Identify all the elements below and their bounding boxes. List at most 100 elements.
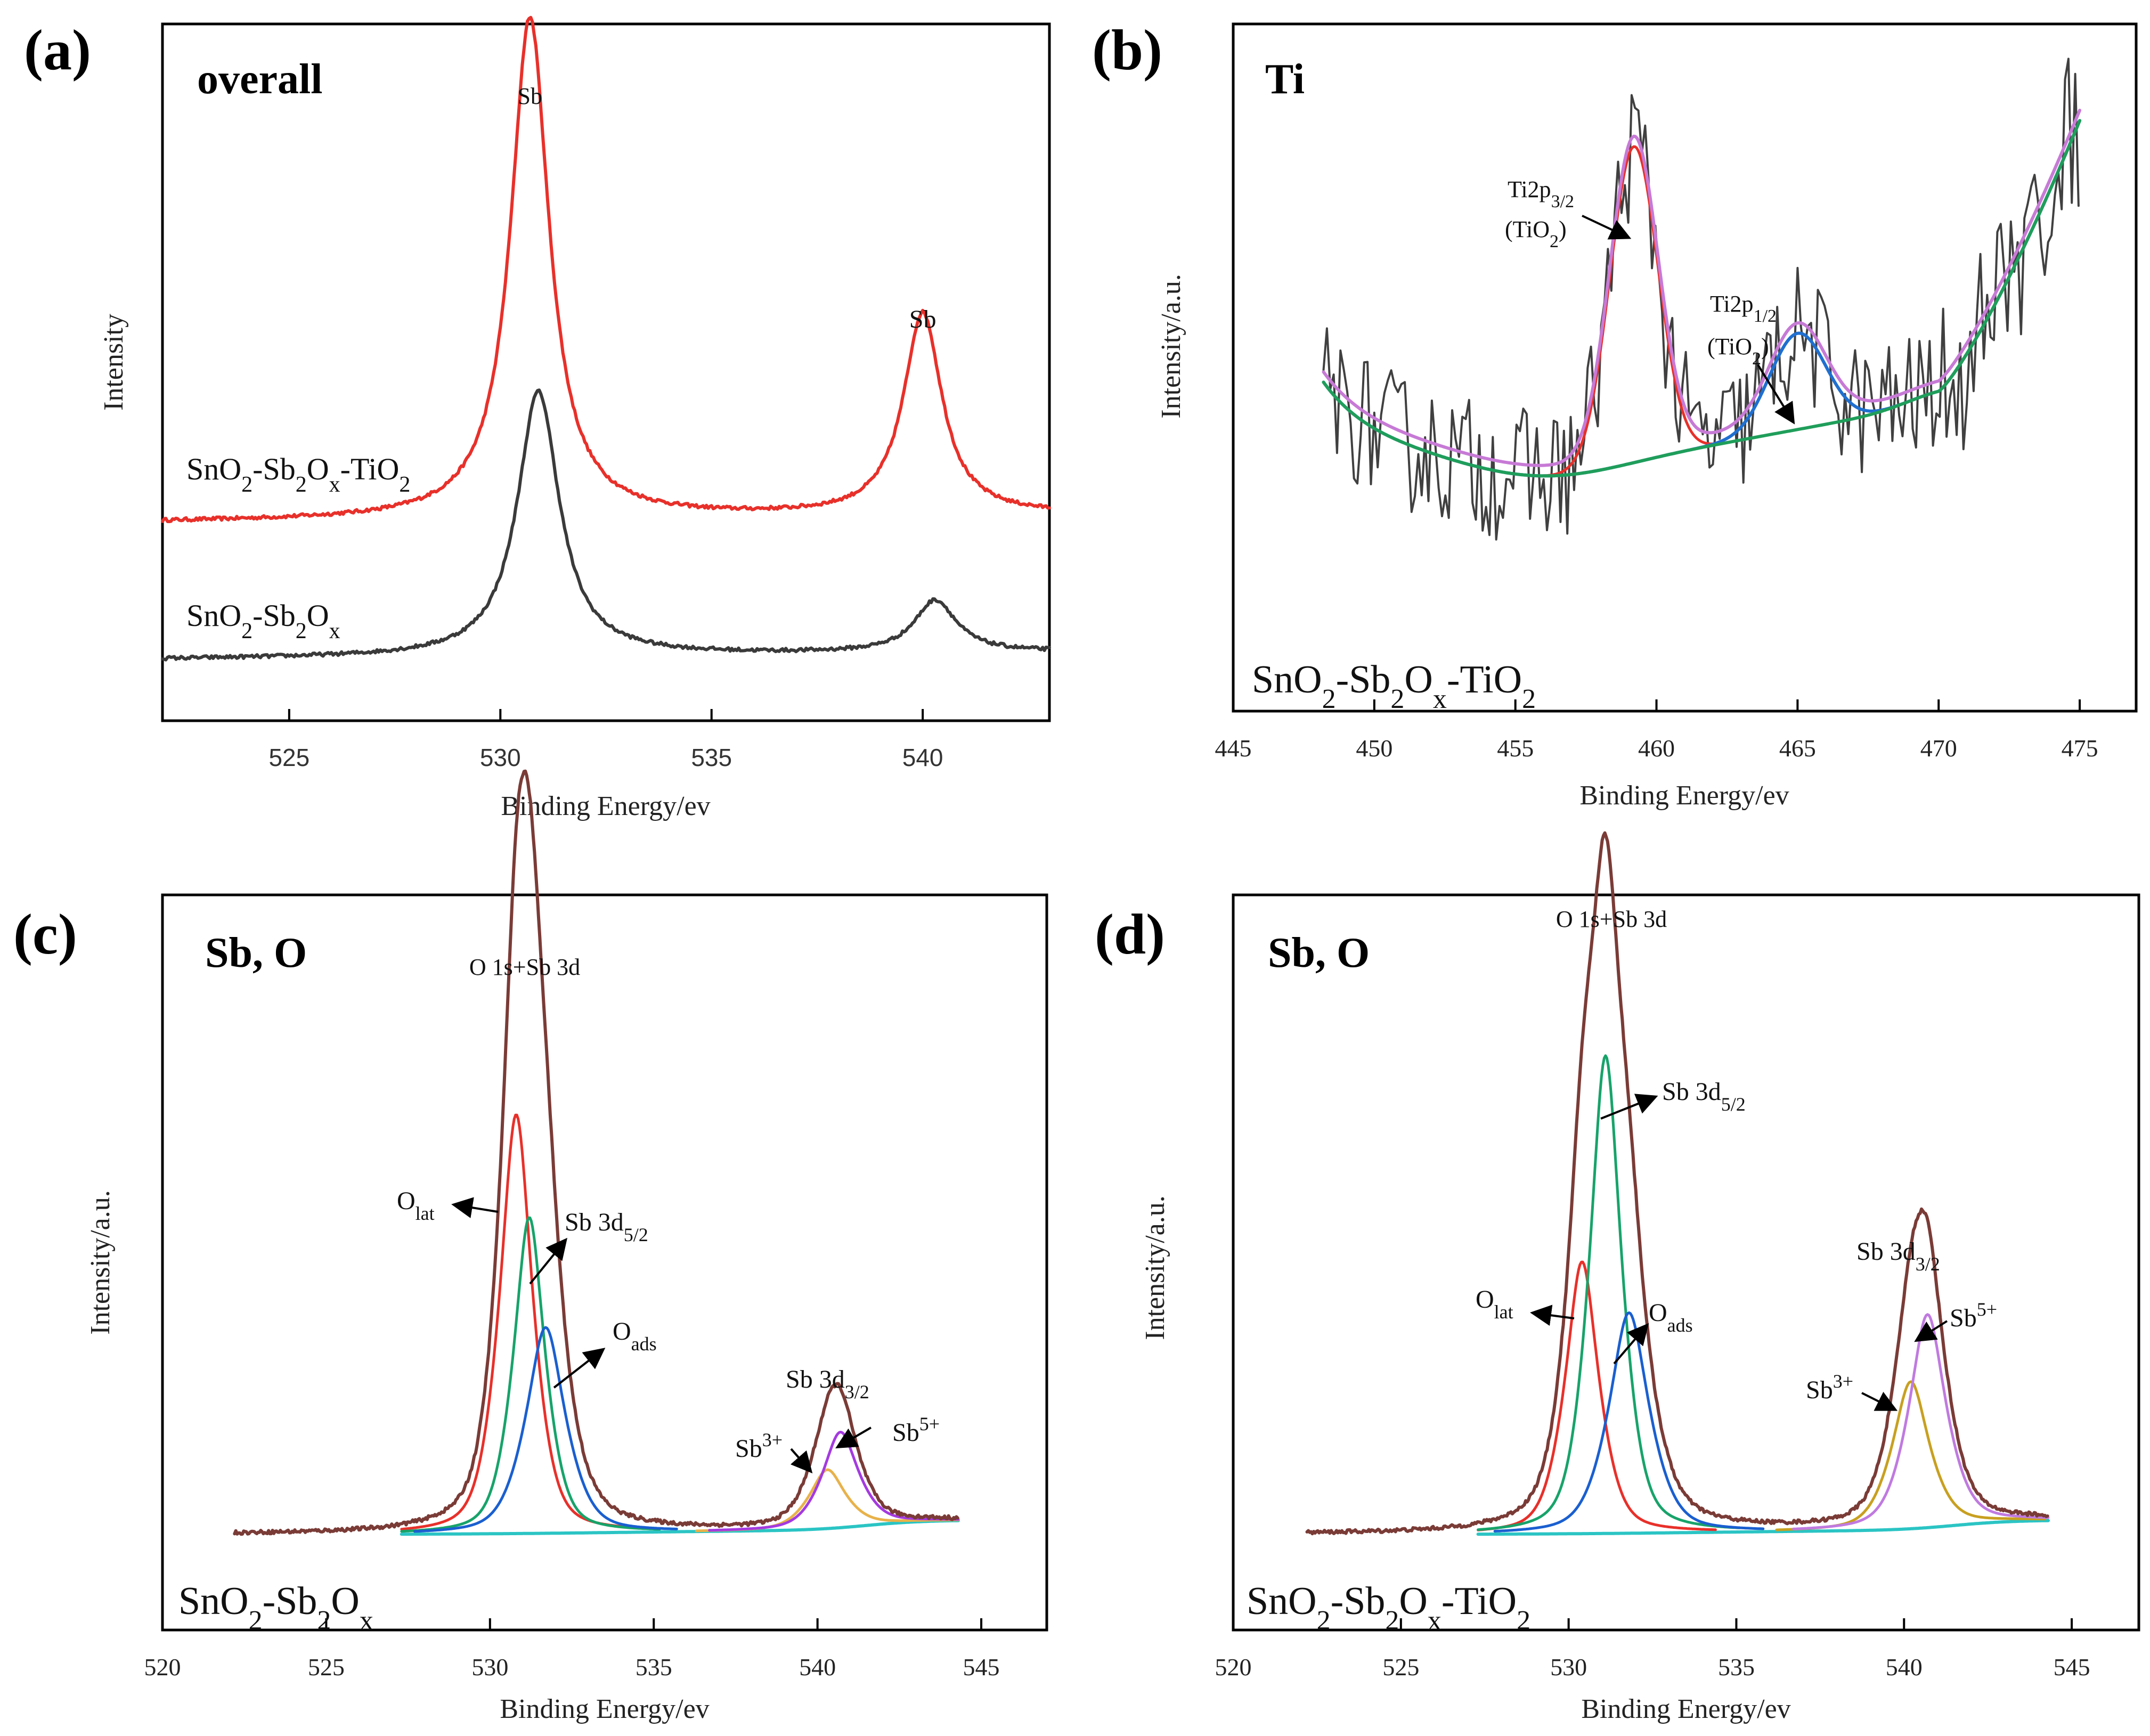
x-tick-label: 540	[799, 1653, 836, 1681]
panel-d-annot-envelope: O 1s+Sb 3d	[1556, 906, 1667, 932]
panel-c-arrow-sb3d52	[529, 1237, 568, 1285]
panel-d-component-sb5-	[1792, 1313, 2050, 1530]
panel-d-sample-label: SnO2-Sb2Ox-TiO2	[1247, 1579, 1530, 1636]
panel-a-tag: (a)	[24, 19, 91, 82]
x-tick-label: 535	[691, 744, 732, 771]
panel-c-arrow-sb3	[790, 1448, 813, 1474]
panel-a-title: overall	[197, 56, 322, 103]
panel-d: (d) Sb, O 520 525 530 535 540 545 Binding Ene…	[1095, 831, 2140, 1724]
panel-d-annot-sb5: Sb5+	[1950, 1299, 1997, 1332]
panel-b-arrow-2	[1757, 364, 1795, 425]
panel-d-annot-olat: Olat	[1476, 1285, 1513, 1323]
panel-d-x-axis: 520 525 530 535 540 545	[1215, 1618, 2090, 1681]
panel-c-component-sb-3d5-2	[400, 1216, 661, 1533]
x-tick-label: 465	[1779, 735, 1816, 762]
panel-a-xlabel: Binding Energy/ev	[501, 791, 710, 821]
panel-d-arrow-sb3d52	[1600, 1094, 1658, 1120]
x-tick-label: 520	[1215, 1653, 1252, 1681]
panel-d-plot-area	[1305, 831, 2050, 1536]
x-tick-label: 540	[902, 744, 943, 771]
panel-c-background	[400, 1519, 960, 1536]
panel-b-arrow-1	[1582, 215, 1632, 240]
panel-c-frame	[161, 893, 1048, 1632]
x-tick-label: 525	[1382, 1653, 1419, 1681]
panel-b-raw-data	[1322, 58, 2080, 541]
x-tick-label: 445	[1215, 735, 1252, 762]
panel-d-annot-sb3d32: Sb 3d3/2	[1856, 1237, 1940, 1275]
panel-d-component-o-ads	[1493, 1311, 1765, 1533]
x-tick-label: 460	[1638, 735, 1675, 762]
panel-d-arrow-oads	[1613, 1323, 1649, 1365]
panel-d-title: Sb, O	[1268, 930, 1370, 976]
panel-d-arrow-olat	[1530, 1305, 1575, 1326]
x-tick-label: 470	[1920, 735, 1957, 762]
panel-c-envelope	[233, 769, 959, 1536]
panel-b-plot-area	[1322, 58, 2082, 541]
panel-d-envelope	[1305, 831, 2049, 1536]
panel-c-arrow-oads	[553, 1348, 606, 1389]
panel-b-envelope	[1322, 109, 2082, 467]
x-tick-label: 530	[480, 744, 521, 771]
x-tick-label: 530	[1550, 1653, 1587, 1681]
panel-b-annot-ti2p12: Ti2p1/2	[1710, 291, 1777, 326]
panel-d-annot-oads: Oads	[1649, 1299, 1693, 1336]
panel-c-arrow-sb5	[835, 1427, 872, 1449]
panel-d-arrow-sb5	[1914, 1320, 1948, 1342]
panel-d-component-o-lat	[1477, 1260, 1717, 1531]
panel-d-ylabel: Intensity/a.u.	[1140, 1195, 1170, 1340]
x-tick-label: 525	[308, 1653, 345, 1681]
panel-a-peak-label-sb-1: Sb	[518, 83, 542, 109]
panel-d-frame	[1232, 893, 2140, 1632]
panel-b: (b) Ti 445 450 455 460 465 470 475 Binding Ene…	[1092, 19, 2138, 811]
panel-a-series-tio2	[161, 15, 1051, 524]
panel-c: (c) Sb, O 520 525 530 535 540 545 Binding Ene…	[13, 769, 1048, 1724]
panel-c-annot-sb5: Sb5+	[892, 1413, 940, 1447]
panel-c-annot-olat: Olat	[397, 1187, 435, 1224]
panel-b-x-axis: 445 450 455 460 465 470 475	[1215, 699, 2098, 762]
panel-c-title: Sb, O	[205, 930, 307, 976]
panel-c-annot-sb3d52: Sb 3d5/2	[565, 1208, 648, 1245]
x-tick-label: 530	[471, 1653, 508, 1681]
panel-d-annot-sb3d52: Sb 3d5/2	[1662, 1078, 1746, 1115]
panel-c-component-o-ads	[413, 1326, 678, 1533]
panel-a-ylabel: Intensity	[99, 314, 129, 411]
panel-b-annot-ti2p32: Ti2p3/2	[1508, 176, 1574, 211]
panel-c-xlabel: Binding Energy/ev	[500, 1694, 709, 1724]
x-tick-label: 520	[144, 1653, 181, 1681]
panel-a: (a) overall 525 530 535 540 Binding Energy/…	[24, 15, 1051, 821]
x-tick-label: 535	[636, 1653, 672, 1681]
panel-a-frame	[161, 22, 1051, 722]
x-tick-label: 535	[1718, 1653, 1755, 1681]
panel-a-series-label-tio2: SnO2-Sb2Ox-TiO2	[186, 452, 410, 497]
panel-d-component-sb-3d5-2	[1477, 1054, 1741, 1531]
panel-a-series-base	[161, 388, 1051, 662]
panel-a-peak-label-sb-2: Sb	[909, 305, 936, 333]
panel-b-annot-ti2p32-tio2: (TiO2)	[1505, 216, 1567, 251]
x-tick-label: 540	[1886, 1653, 1923, 1681]
panel-c-component-o-lat	[400, 1113, 648, 1531]
panel-c-sample-label: SnO2-Sb2Ox	[178, 1579, 373, 1636]
panel-b-ylabel: Intensity/a.u.	[1156, 274, 1186, 419]
x-tick-label: 545	[963, 1653, 1000, 1681]
panel-b-background	[1322, 119, 2082, 478]
panel-c-annot-envelope: O 1s+Sb 3d	[469, 954, 580, 980]
panel-c-ylabel: Intensity/a.u.	[85, 1190, 116, 1335]
panel-d-arrow-sb3	[1861, 1391, 1898, 1411]
x-tick-label: 475	[2062, 735, 2098, 762]
panel-d-xlabel: Binding Energy/ev	[1581, 1694, 1790, 1724]
panel-b-xlabel: Binding Energy/ev	[1579, 780, 1789, 811]
panel-d-annot-sb3: Sb3+	[1806, 1371, 1853, 1404]
x-tick-label: 450	[1356, 735, 1392, 762]
panel-b-frame	[1232, 22, 2138, 713]
x-tick-label: 525	[268, 744, 310, 771]
panel-c-plot-area	[233, 769, 960, 1536]
panel-c-annot-oads: Oads	[613, 1317, 657, 1355]
panel-a-x-axis: 525 530 535 540	[268, 709, 943, 771]
x-tick-label: 545	[2054, 1653, 2090, 1681]
panel-d-tag: (d)	[1095, 903, 1165, 966]
panel-a-plot-area	[161, 15, 1051, 662]
panel-d-background	[1476, 1519, 2050, 1536]
x-tick-label: 455	[1497, 735, 1534, 762]
panel-c-annot-sb3: Sb3+	[735, 1429, 783, 1463]
